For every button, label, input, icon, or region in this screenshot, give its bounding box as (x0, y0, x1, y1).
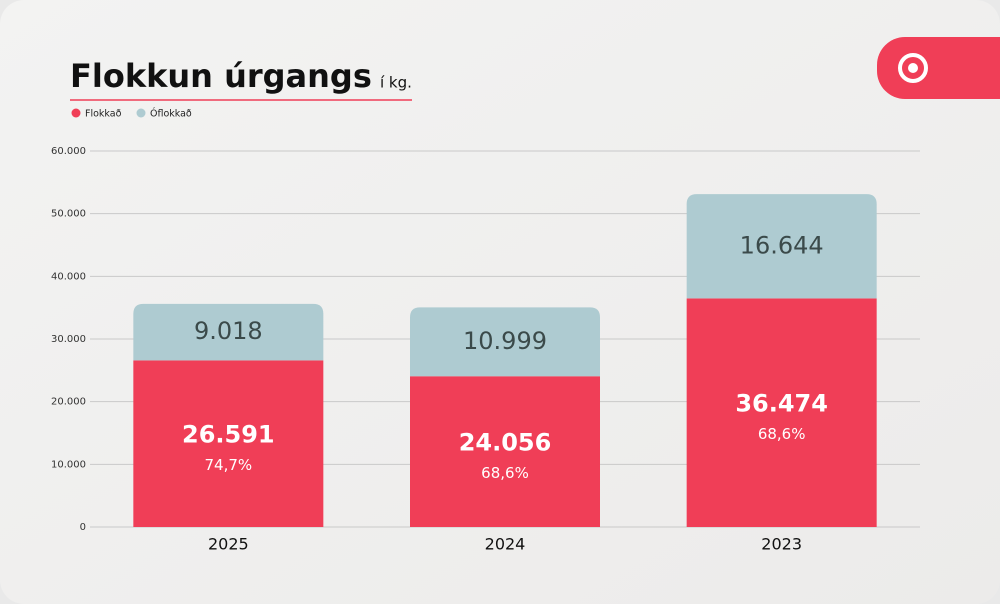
x-tick-label: 2025 (208, 535, 249, 554)
share-label: 68,6% (481, 464, 529, 482)
value-label: 36.474 (735, 390, 828, 418)
legend-swatch (136, 108, 146, 118)
chart-subtitle: í kg. (380, 74, 412, 92)
value-label: 24.056 (459, 429, 552, 457)
y-tick-label: 0 (80, 522, 86, 533)
share-label: 68,6% (758, 425, 806, 443)
y-tick-label: 20.000 (51, 397, 86, 408)
value-label: 26.591 (182, 421, 275, 449)
value-label: 16.644 (740, 231, 824, 259)
bar-segment (410, 307, 600, 377)
legend-swatch (71, 108, 81, 118)
logo-icon (898, 53, 928, 83)
bar-segment (133, 360, 324, 527)
bar-segment (686, 194, 877, 299)
bar-segment (133, 303, 324, 361)
y-tick-label: 60.000 (51, 146, 86, 157)
y-tick-label: 40.000 (51, 271, 86, 282)
value-label: 10.999 (463, 327, 547, 355)
legend-label: Óflokkað (150, 108, 192, 120)
bar-segment (686, 298, 877, 527)
share-label: 74,7% (205, 456, 253, 474)
legend-label: Flokkað (85, 109, 122, 120)
y-tick-label: 30.000 (51, 334, 86, 345)
logo-icon-dot (908, 63, 918, 73)
value-label: 9.018 (194, 317, 263, 345)
x-tick-label: 2023 (761, 535, 802, 554)
y-tick-label: 50.000 (51, 209, 86, 220)
y-tick-label: 10.000 (51, 459, 86, 470)
bar-segment (410, 376, 600, 527)
x-tick-label: 2024 (485, 535, 526, 554)
logo-badge-edge (940, 37, 1000, 99)
chart-title: Flokkun úrgangs (70, 57, 372, 95)
